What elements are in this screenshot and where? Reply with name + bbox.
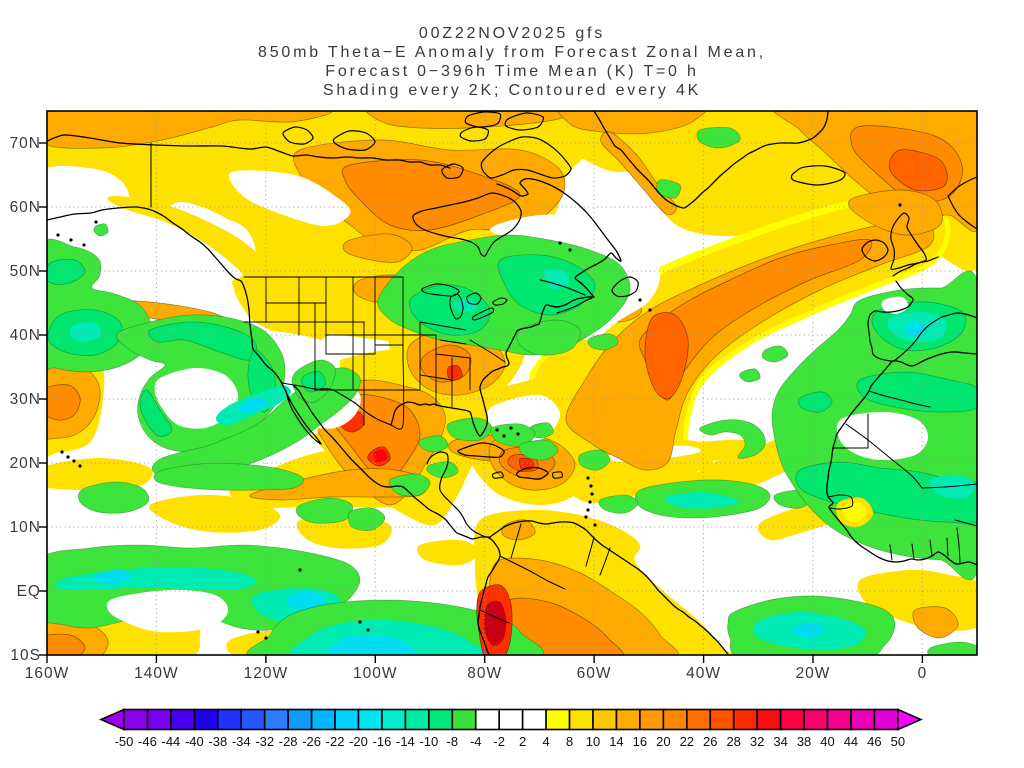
svg-text:4: 4 xyxy=(542,734,549,749)
svg-text:-40: -40 xyxy=(185,734,204,749)
svg-text:-50: -50 xyxy=(115,734,134,749)
svg-text:70N: 70N xyxy=(10,135,41,152)
svg-text:-10: -10 xyxy=(419,734,438,749)
svg-text:60N: 60N xyxy=(10,199,41,216)
svg-text:120W: 120W xyxy=(244,665,289,682)
svg-text:-8: -8 xyxy=(447,734,459,749)
svg-text:-44: -44 xyxy=(162,734,181,749)
svg-text:00Z22NOV2025 gfs: 00Z22NOV2025 gfs xyxy=(419,25,605,42)
svg-text:850mb Theta−E Anomaly from For: 850mb Theta−E Anomaly from Forecast Zona… xyxy=(258,44,766,61)
svg-text:Forecast 0−396h Time Mean (K): Forecast 0−396h Time Mean (K) T=0 h xyxy=(325,63,698,80)
svg-text:20: 20 xyxy=(656,734,670,749)
svg-text:80W: 80W xyxy=(467,665,502,682)
svg-text:10N: 10N xyxy=(10,519,41,536)
svg-text:30N: 30N xyxy=(10,391,41,408)
svg-text:0: 0 xyxy=(918,665,928,682)
svg-text:140W: 140W xyxy=(134,665,179,682)
svg-text:-22: -22 xyxy=(326,734,345,749)
svg-text:-26: -26 xyxy=(302,734,321,749)
svg-text:40: 40 xyxy=(820,734,834,749)
svg-text:50N: 50N xyxy=(10,263,41,280)
svg-text:-46: -46 xyxy=(138,734,157,749)
svg-text:46: 46 xyxy=(867,734,881,749)
svg-text:20W: 20W xyxy=(796,665,831,682)
svg-text:-2: -2 xyxy=(493,734,505,749)
svg-text:26: 26 xyxy=(703,734,717,749)
svg-text:40N: 40N xyxy=(10,327,41,344)
svg-text:-4: -4 xyxy=(470,734,482,749)
svg-text:34: 34 xyxy=(773,734,787,749)
svg-text:14: 14 xyxy=(609,734,623,749)
svg-text:Shading every 2K; Contoured ev: Shading every 2K; Contoured every 4K xyxy=(323,82,701,99)
svg-text:160W: 160W xyxy=(25,665,70,682)
svg-text:-16: -16 xyxy=(373,734,392,749)
svg-text:-32: -32 xyxy=(255,734,274,749)
svg-text:-34: -34 xyxy=(232,734,251,749)
svg-text:50: 50 xyxy=(891,734,905,749)
svg-text:-20: -20 xyxy=(349,734,368,749)
svg-text:10S: 10S xyxy=(10,647,41,664)
svg-text:38: 38 xyxy=(797,734,811,749)
svg-text:60W: 60W xyxy=(577,665,612,682)
svg-text:10: 10 xyxy=(586,734,600,749)
svg-text:100W: 100W xyxy=(353,665,398,682)
svg-text:-38: -38 xyxy=(208,734,227,749)
svg-text:20N: 20N xyxy=(10,455,41,472)
svg-text:8: 8 xyxy=(566,734,573,749)
svg-text:-14: -14 xyxy=(396,734,415,749)
svg-text:32: 32 xyxy=(750,734,764,749)
svg-text:40W: 40W xyxy=(686,665,721,682)
svg-text:22: 22 xyxy=(680,734,694,749)
svg-text:2: 2 xyxy=(519,734,526,749)
svg-text:-28: -28 xyxy=(279,734,298,749)
svg-text:EQ: EQ xyxy=(17,583,41,600)
svg-text:44: 44 xyxy=(844,734,858,749)
svg-text:28: 28 xyxy=(726,734,740,749)
svg-text:16: 16 xyxy=(633,734,647,749)
